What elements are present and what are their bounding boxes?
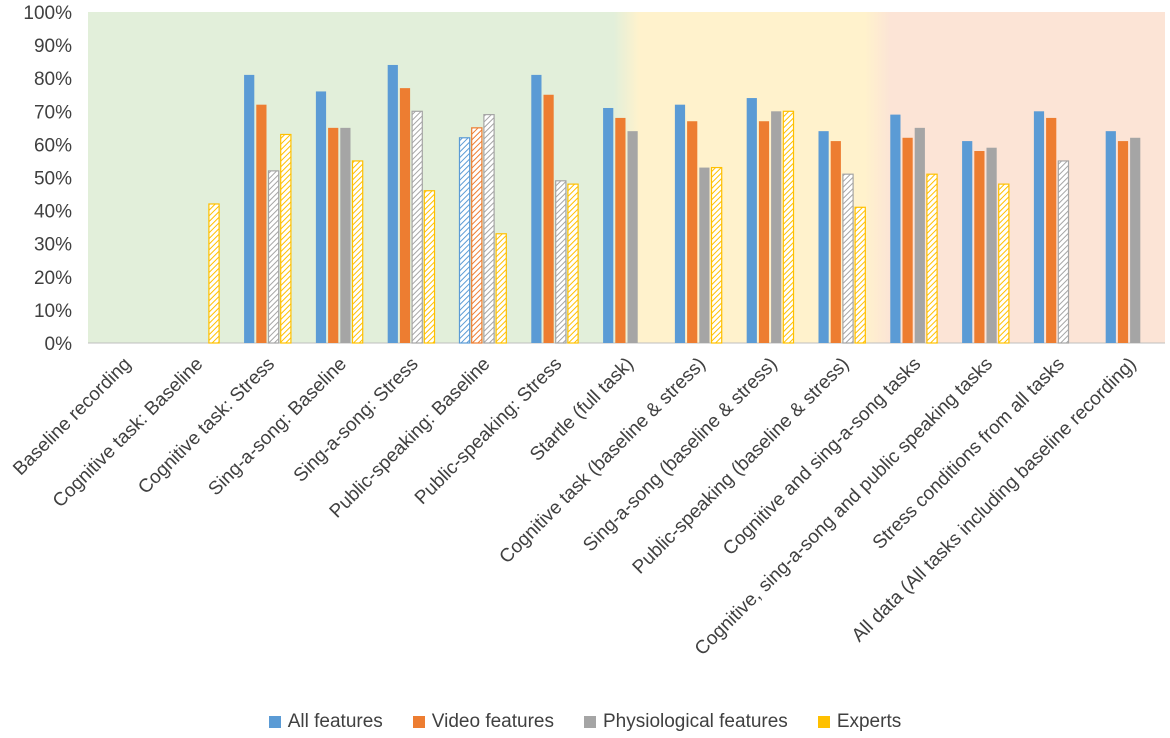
bar-all-features	[531, 74, 542, 343]
legend-label: All features	[287, 711, 383, 732]
bar-video-features	[471, 127, 483, 344]
bar-video-features	[543, 94, 554, 343]
plot-background	[88, 12, 1165, 343]
bar-all-features	[1105, 131, 1116, 343]
x-tick-label: Cognitive task: Stress	[134, 354, 279, 499]
y-tick-label: 0%	[45, 334, 73, 355]
legend-swatch	[268, 716, 281, 728]
x-tick-label: Sing-a-song: Stress	[290, 354, 423, 487]
bar-physiological-features	[771, 111, 782, 343]
y-tick-label: 70%	[34, 102, 72, 123]
bar-all-features	[746, 98, 757, 343]
bar-video-features	[256, 104, 267, 344]
bar-video-features	[758, 121, 770, 343]
x-tick-label: Public-speaking: Stress	[411, 354, 566, 509]
bar-experts	[782, 110, 795, 344]
y-tick-label: 60%	[34, 135, 72, 156]
bar-experts	[495, 233, 507, 344]
legend-item: Physiological features	[583, 711, 788, 733]
bar-video-features	[830, 141, 841, 343]
y-tick-label: 50%	[34, 169, 72, 190]
bar-all-features	[458, 137, 471, 344]
bar-video-features	[328, 127, 339, 343]
bar-video-features	[615, 117, 626, 343]
bar-experts	[567, 183, 579, 344]
x-tick-label: Cognitive task: Baseline	[49, 354, 207, 512]
y-tick-label: 40%	[34, 202, 72, 223]
bar-physiological-features	[914, 127, 925, 343]
bar-chart: 0% 10% 20% 30% 40% 50% 60% 70% 80% 90% 100% Baseli…	[9, 3, 1165, 660]
bar-experts	[998, 183, 1010, 344]
legend-swatch	[817, 716, 830, 728]
legend-swatch	[412, 716, 425, 728]
bar-physiological-features	[1130, 137, 1141, 343]
bar-physiological-features	[340, 127, 351, 343]
legend: All features Video features Physiological …	[0, 708, 1170, 736]
bar-physiological-features	[483, 114, 495, 344]
bar-all-features	[244, 74, 255, 343]
bar-experts	[854, 206, 866, 344]
y-tick-label: 10%	[34, 301, 72, 322]
bar-all-features	[890, 114, 901, 343]
bar-all-features	[674, 104, 686, 344]
bar-physiological-features	[842, 173, 854, 344]
bar-all-features	[603, 107, 614, 344]
bar-video-features	[1117, 141, 1129, 343]
bar-experts	[926, 173, 938, 344]
legend-item: All features	[268, 711, 383, 733]
bar-video-features	[902, 137, 913, 343]
bar-physiological-features	[986, 147, 997, 343]
bar-all-features	[387, 64, 398, 344]
bar-experts	[208, 203, 220, 344]
bar-experts	[351, 160, 364, 344]
legend-item: Experts	[817, 711, 902, 733]
bar-physiological-features	[699, 167, 710, 343]
bar-physiological-features	[555, 180, 567, 344]
y-tick-label: 100%	[23, 3, 72, 24]
bar-video-features	[1046, 117, 1057, 343]
bar-video-features	[687, 121, 698, 343]
bar-video-features	[399, 88, 411, 343]
y-tick-label: 20%	[34, 268, 72, 289]
legend-label: Experts	[836, 711, 902, 732]
y-tick-label: 90%	[34, 36, 72, 57]
x-tick-label: Baseline recording	[9, 354, 135, 480]
bar-all-features	[818, 131, 829, 343]
legend-item: Video features	[412, 711, 554, 733]
legend-label: Physiological features	[602, 711, 788, 732]
bar-experts	[423, 190, 436, 344]
y-tick-label: 30%	[34, 235, 72, 256]
y-tick-label: 80%	[34, 69, 72, 90]
bar-experts	[280, 133, 292, 344]
bar-physiological-features	[267, 170, 280, 344]
legend-swatch	[583, 716, 596, 728]
legend-label: Video features	[431, 711, 554, 732]
bar-all-features	[315, 91, 327, 343]
bar-all-features	[1033, 111, 1045, 343]
bar-experts	[710, 166, 723, 344]
bar-video-features	[974, 151, 985, 343]
bar-physiological-features	[627, 131, 638, 343]
bar-physiological-features	[1057, 160, 1070, 344]
bar-physiological-features	[411, 110, 423, 344]
x-tick-label: Sing-a-song: Baseline	[205, 354, 351, 500]
bar-all-features	[962, 141, 973, 343]
